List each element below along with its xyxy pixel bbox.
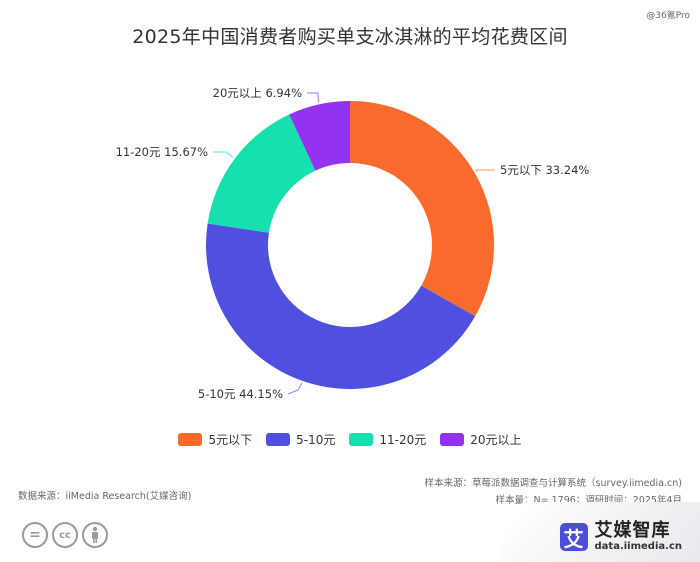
- sample-info-block: 样本来源：草莓派数据调查与计算系统（survey.iimedia.cn) 样本量…: [425, 475, 682, 509]
- legend-label: 11-20元: [379, 433, 427, 447]
- leader-line: [287, 382, 303, 395]
- brand-block: 艾 艾媒智库 data.iimedia.cn: [559, 520, 682, 552]
- chart-legend: 5元以下 5-10元 11-20元 20元以上: [0, 431, 700, 448]
- leader-line: [475, 169, 495, 172]
- chart-title: 2025年中国消费者购买单支冰淇淋的平均花费区间: [132, 26, 568, 48]
- brand-url: data.iimedia.cn: [594, 541, 682, 552]
- license-icons: = cc: [22, 522, 108, 548]
- no-derivatives-icon: =: [22, 522, 48, 548]
- sample-source: 样本来源：草莓派数据调查与计算系统（survey.iimedia.cn): [424, 478, 682, 489]
- donut-slice-3[interactable]: [289, 101, 350, 171]
- legend-item-under-5[interactable]: 5元以下: [178, 431, 252, 448]
- data-source: 数据来源：iiMedia Research(艾媒咨询): [18, 491, 192, 502]
- data-label: 5-10元 44.15%: [198, 387, 283, 401]
- attribution-icon: [82, 522, 108, 548]
- data-label: 11-20元 15.67%: [116, 145, 208, 159]
- leader-line: [213, 151, 234, 158]
- donut-slice-2[interactable]: [207, 114, 316, 233]
- watermark: @36氪Pro: [646, 11, 690, 21]
- legend-swatch: [178, 433, 203, 446]
- legend-label: 20元以上: [470, 433, 522, 447]
- legend-item-11-20[interactable]: 11-20元: [349, 431, 426, 448]
- brand-name: 艾媒智库: [594, 520, 671, 541]
- creative-commons-icon: cc: [52, 522, 78, 548]
- legend-item-over-20[interactable]: 20元以上: [440, 431, 522, 448]
- donut-slice-1[interactable]: [206, 223, 476, 390]
- legend-label: 5-10元: [296, 433, 336, 447]
- brand-logo-icon: 艾: [559, 523, 588, 551]
- legend-item-5-10[interactable]: 5-10元: [266, 431, 335, 448]
- sample-size: 样本量：N= 1796；调研时间：2025年4月: [495, 495, 682, 506]
- legend-swatch: [349, 433, 374, 446]
- brand-background: [500, 502, 700, 562]
- leader-line: [307, 92, 319, 103]
- legend-swatch: [266, 433, 291, 446]
- donut-slice-0[interactable]: [350, 101, 495, 317]
- data-label: 20元以上 6.94%: [213, 86, 302, 100]
- donut-chart: 5元以下 33.24% 5-10元 44.15% 11-20元 15.67% 20元以…: [116, 86, 590, 401]
- data-label: 5元以下 33.24%: [500, 163, 589, 177]
- legend-swatch: [440, 433, 465, 446]
- legend-label: 5元以下: [208, 433, 253, 447]
